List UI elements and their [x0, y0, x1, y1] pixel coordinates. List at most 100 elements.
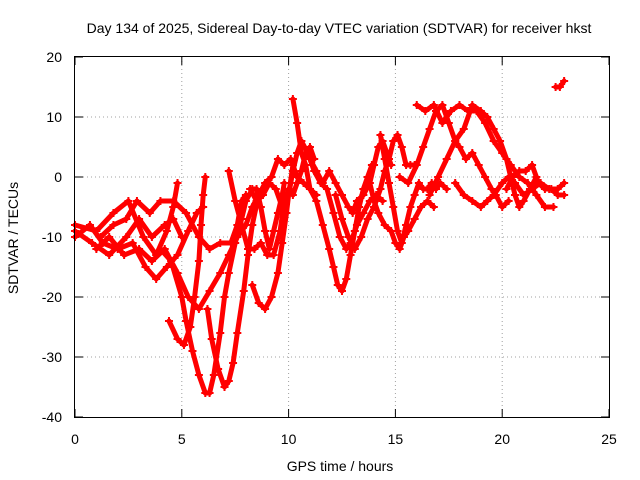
data-point: [169, 197, 178, 205]
data-point: [278, 239, 287, 247]
data-point: [282, 209, 291, 217]
data-point: [374, 209, 383, 217]
data-point: [498, 179, 507, 187]
data-point: [152, 275, 161, 283]
data-point: [224, 269, 233, 277]
data-point: [205, 245, 214, 253]
data-point: [474, 161, 483, 169]
data-point: [88, 239, 97, 247]
data-point: [273, 269, 282, 277]
series-arc-15: [365, 179, 438, 253]
data-point: [344, 233, 353, 241]
data-point: [342, 275, 351, 283]
data-point: [455, 143, 464, 151]
data-point: [357, 233, 366, 241]
data-point: [305, 185, 314, 193]
data-point: [207, 335, 216, 343]
data-point: [224, 167, 233, 175]
data-point: [318, 179, 327, 187]
data-point: [425, 125, 434, 133]
data-point: [384, 179, 393, 187]
data-point: [109, 209, 118, 217]
data-point: [483, 113, 492, 121]
data-point: [446, 107, 455, 115]
data-point: [359, 209, 368, 217]
data-point: [376, 185, 385, 193]
data-point: [293, 119, 302, 127]
series-arc-6: [156, 179, 289, 397]
data-point: [442, 185, 451, 193]
data-point: [271, 185, 280, 193]
data-point: [451, 137, 460, 145]
series-arc-12: [288, 95, 376, 295]
data-point: [182, 209, 191, 217]
data-point: [425, 191, 434, 199]
data-point: [483, 197, 492, 205]
data-point: [92, 245, 101, 253]
data-point: [252, 197, 261, 205]
data-point: [301, 161, 310, 169]
data-point: [248, 221, 257, 229]
data-point: [248, 281, 257, 289]
y-tick-label: -40: [42, 409, 62, 425]
data-point: [534, 179, 543, 187]
data-point: [414, 179, 423, 187]
data-point: [370, 161, 379, 169]
data-point: [468, 197, 477, 205]
data-point: [560, 77, 569, 85]
data-point: [246, 185, 255, 193]
data-point: [278, 203, 287, 211]
data-point: [184, 227, 193, 235]
data-point: [214, 365, 223, 373]
data-point: [173, 251, 182, 259]
data-point: [147, 257, 156, 265]
data-point: [434, 173, 443, 181]
data-point: [280, 161, 289, 169]
data-point: [297, 149, 306, 157]
data-point: [267, 173, 276, 181]
data-point: [352, 197, 361, 205]
data-point: [124, 197, 133, 205]
data-point: [429, 101, 438, 109]
series-arc-11: [246, 137, 387, 253]
data-point: [502, 185, 511, 193]
data-point: [464, 107, 473, 115]
data-point: [233, 329, 242, 337]
data-point: [201, 173, 210, 181]
data-point: [521, 167, 530, 175]
data-point: [429, 203, 438, 211]
data-point: [451, 179, 460, 187]
chart-title: Day 134 of 2025, Sidereal Day-to-day VTE…: [87, 20, 592, 36]
series-line: [157, 180, 287, 396]
data-point: [389, 137, 398, 145]
series-arc-21: [502, 161, 569, 199]
data-point: [197, 221, 206, 229]
data-point: [370, 197, 379, 205]
data-point: [498, 149, 507, 157]
data-point: [410, 215, 419, 223]
data-point: [199, 191, 208, 199]
data-point: [92, 227, 101, 235]
data-point: [190, 293, 199, 301]
data-point: [380, 155, 389, 163]
data-point: [402, 221, 411, 229]
data-point: [305, 155, 314, 163]
data-point: [186, 323, 195, 331]
x-tick-label: 15: [388, 431, 404, 447]
data-point: [397, 143, 406, 151]
data-point: [128, 239, 137, 247]
data-point: [179, 341, 188, 349]
data-point: [461, 155, 470, 163]
y-tick-label: -30: [42, 349, 62, 365]
data-point: [162, 227, 171, 235]
data-point: [325, 167, 334, 175]
data-point: [216, 329, 225, 337]
data-point: [378, 197, 387, 205]
x-tick-label: 20: [494, 431, 510, 447]
data-point: [376, 131, 385, 139]
data-point: [406, 203, 415, 211]
data-series: [71, 77, 569, 397]
data-point: [519, 191, 528, 199]
y-tick-label: 0: [54, 169, 62, 185]
